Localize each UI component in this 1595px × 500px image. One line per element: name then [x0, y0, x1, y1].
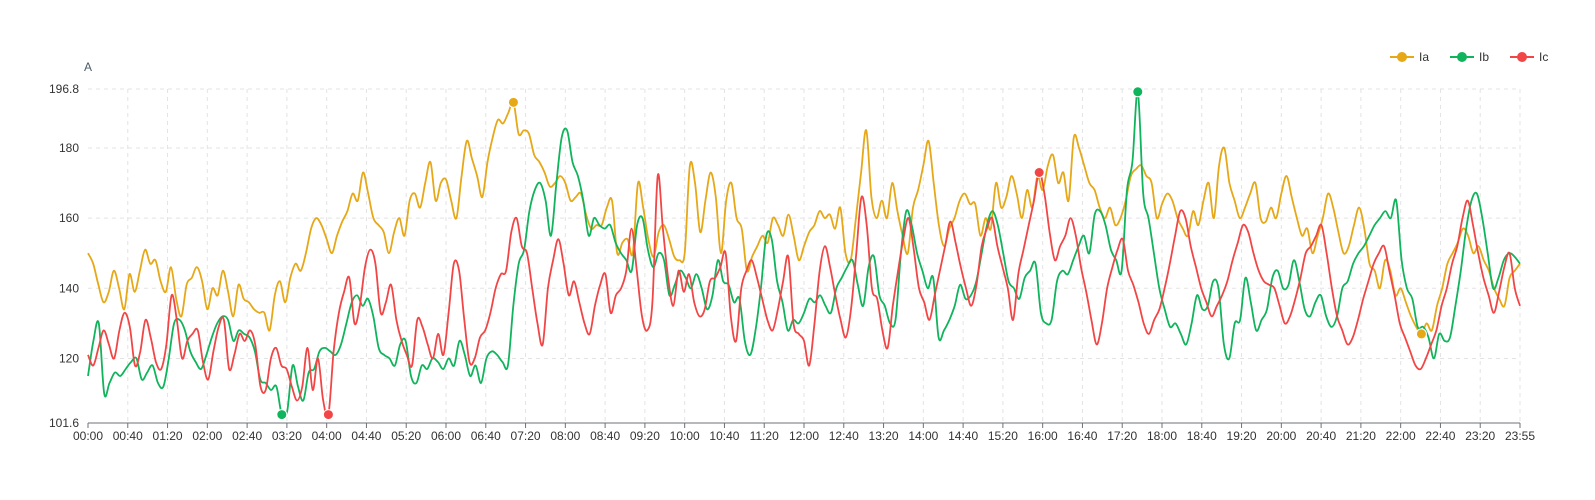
legend[interactable]: Ia Ib Ic	[1390, 50, 1548, 64]
legend-item-ia[interactable]: Ia	[1390, 50, 1429, 64]
series-min-marker-ic[interactable]	[322, 409, 334, 421]
y-tick-label: 160	[59, 211, 79, 225]
series-max-marker-ib[interactable]	[1132, 86, 1144, 98]
x-tick-label: 06:00	[431, 429, 461, 443]
x-axis-tick-labels: 00:00 00:40 01:20 02:00 02:40 03:20 04:00 04:40…	[73, 429, 1535, 443]
x-tick-label: 17:20	[1107, 429, 1137, 443]
x-tick-label: 03:20	[272, 429, 302, 443]
y-unit-label: A	[84, 60, 92, 74]
legend-item-ib[interactable]: Ib	[1450, 50, 1489, 64]
y-tick-label: 140	[59, 281, 79, 295]
series-line-ib[interactable]	[87, 90, 1521, 419]
series-line-ia[interactable]	[87, 100, 1521, 335]
x-tick-label: 10:40	[709, 429, 739, 443]
legend-dot-icon	[1457, 52, 1467, 62]
x-tick-label: 22:40	[1425, 429, 1455, 443]
legend-item-ic[interactable]: Ic	[1510, 50, 1548, 64]
x-tick-label: 23:20	[1465, 429, 1495, 443]
x-tick-label: 04:00	[312, 429, 342, 443]
x-tick-label: 12:40	[829, 429, 859, 443]
x-tick-label: 02:40	[232, 429, 262, 443]
y-tick-label: 196.8	[49, 82, 79, 96]
x-tick-label: 16:40	[1067, 429, 1097, 443]
x-tick-label: 16:00	[1028, 429, 1058, 443]
x-tick-label: 14:40	[948, 429, 978, 443]
legend-dot-icon	[1517, 52, 1527, 62]
x-tick-label: 12:00	[789, 429, 819, 443]
x-tick-label: 07:20	[511, 429, 541, 443]
legend-label: Ia	[1419, 50, 1429, 64]
x-tick-label: 19:20	[1227, 429, 1257, 443]
legend-label: Ic	[1539, 50, 1548, 64]
legend-label: Ib	[1479, 50, 1489, 64]
x-tick-label: 09:20	[630, 429, 660, 443]
x-tick-label: 02:00	[192, 429, 222, 443]
x-tick-label: 04:40	[351, 429, 381, 443]
x-tick-label: 15:20	[988, 429, 1018, 443]
axes	[87, 422, 1521, 428]
grid-lines	[88, 88, 1521, 423]
y-tick-label: 101.6	[49, 416, 79, 430]
extreme-markers	[276, 86, 1427, 421]
x-tick-label: 06:40	[471, 429, 501, 443]
x-tick-label: 13:20	[869, 429, 899, 443]
x-tick-label: 18:40	[1187, 429, 1217, 443]
y-axis-tick-labels: 101.6 120 140 160 180 196.8	[49, 82, 79, 430]
x-tick-label: 08:00	[550, 429, 580, 443]
x-tick-label: 18:00	[1147, 429, 1177, 443]
x-tick-label: 08:40	[590, 429, 620, 443]
x-tick-label: 23:55	[1505, 429, 1535, 443]
series-max-marker-ic[interactable]	[1033, 167, 1045, 178]
x-tick-label: 11:20	[750, 429, 779, 443]
x-tick-label: 14:00	[908, 429, 938, 443]
series-min-marker-ia[interactable]	[1415, 328, 1427, 340]
legend-dot-icon	[1397, 52, 1407, 62]
y-tick-label: 120	[59, 351, 79, 365]
x-tick-label: 20:00	[1266, 429, 1296, 443]
y-tick-label: 180	[59, 141, 79, 155]
x-tick-label: 05:20	[391, 429, 421, 443]
x-tick-label: 00:00	[73, 429, 103, 443]
x-tick-label: 10:00	[670, 429, 700, 443]
x-tick-label: 22:00	[1386, 429, 1416, 443]
x-tick-label: 01:20	[153, 429, 183, 443]
series-max-marker-ia[interactable]	[507, 96, 519, 108]
x-tick-label: 20:40	[1306, 429, 1336, 443]
x-tick-label: 21:20	[1346, 429, 1376, 443]
x-tick-label: 00:40	[113, 429, 143, 443]
series-min-marker-ib[interactable]	[276, 409, 288, 421]
